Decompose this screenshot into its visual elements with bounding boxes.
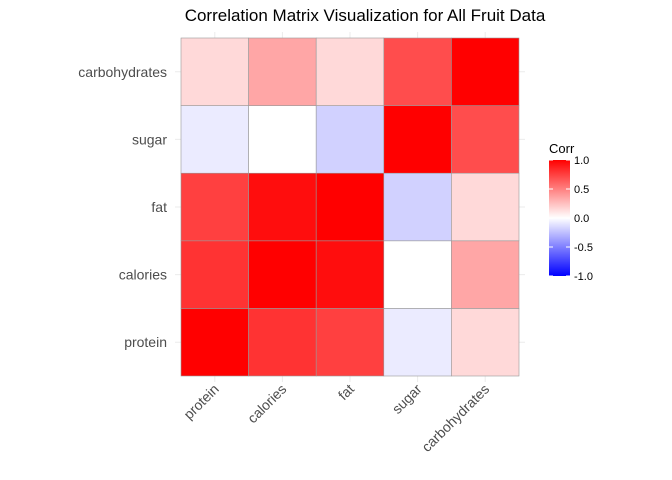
heatmap-cell-protein-carbohydrates xyxy=(180,37,249,106)
y-tick-label-calories: calories xyxy=(119,267,167,283)
heatmap-cell-sugar-calories xyxy=(383,240,452,309)
legend-title: Corr xyxy=(549,141,575,156)
legend-tick-label: 0.0 xyxy=(574,213,589,225)
x-tick-label-carbohydrates: carbohydrates xyxy=(418,381,492,455)
heatmap-cell-protein-calories xyxy=(180,240,249,309)
y-tick-label-fat: fat xyxy=(151,199,167,215)
x-tick-label-sugar: sugar xyxy=(389,381,425,417)
heatmap-cell-sugar-sugar xyxy=(383,105,452,174)
heatmap-cells xyxy=(180,37,520,377)
x-tick-label-protein: protein xyxy=(180,381,222,423)
heatmap-cell-carbohydrates-fat xyxy=(451,172,520,242)
heatmap-cell-carbohydrates-carbohydrates xyxy=(451,37,520,106)
y-tick-label-protein: protein xyxy=(124,334,167,350)
heatmap-cell-sugar-carbohydrates xyxy=(383,37,452,106)
chart-title: Correlation Matrix Visualization for All… xyxy=(185,6,546,25)
heatmap-cell-fat-carbohydrates xyxy=(315,37,385,106)
heatmap-cell-fat-sugar xyxy=(315,105,385,174)
heatmap-cell-protein-sugar xyxy=(180,105,249,174)
heatmap-cell-calories-fat xyxy=(248,172,317,242)
heatmap-cell-fat-fat xyxy=(315,172,385,242)
x-tick-label-calories: calories xyxy=(244,381,289,426)
heatmap-cell-calories-calories xyxy=(248,240,317,309)
heatmap-cell-protein-fat xyxy=(180,172,249,242)
heatmap-cell-calories-sugar xyxy=(248,105,317,174)
heatmap-cell-fat-protein xyxy=(315,308,385,377)
y-tick-label-sugar: sugar xyxy=(132,131,167,147)
y-tick-label-carbohydrates: carbohydrates xyxy=(78,64,167,80)
heatmap-cell-carbohydrates-sugar xyxy=(451,105,520,174)
heatmap-cell-sugar-fat xyxy=(383,172,452,242)
heatmap-cell-calories-carbohydrates xyxy=(248,37,317,106)
heatmap-cell-carbohydrates-protein xyxy=(451,308,520,377)
legend-tick-label: -1.0 xyxy=(574,271,593,283)
heatmap-cell-calories-protein xyxy=(248,308,317,377)
heatmap-cell-protein-protein xyxy=(180,308,249,377)
x-tick-label-fat: fat xyxy=(335,381,357,403)
legend: Corr 1.0 0.5 0.0 -0.5 -1.0 xyxy=(549,141,593,283)
heatmap-cell-carbohydrates-calories xyxy=(451,240,520,309)
heatmap-cell-fat-calories xyxy=(315,240,385,309)
heatmap-cell-sugar-protein xyxy=(383,308,452,377)
legend-tick-label: -0.5 xyxy=(574,242,593,254)
legend-tick-label: 1.0 xyxy=(574,155,589,167)
legend-colorbar xyxy=(549,160,570,276)
y-axis-labels: protein calories fat sugar carbohydrates xyxy=(78,64,167,350)
legend-tick-label: 0.5 xyxy=(574,184,589,196)
